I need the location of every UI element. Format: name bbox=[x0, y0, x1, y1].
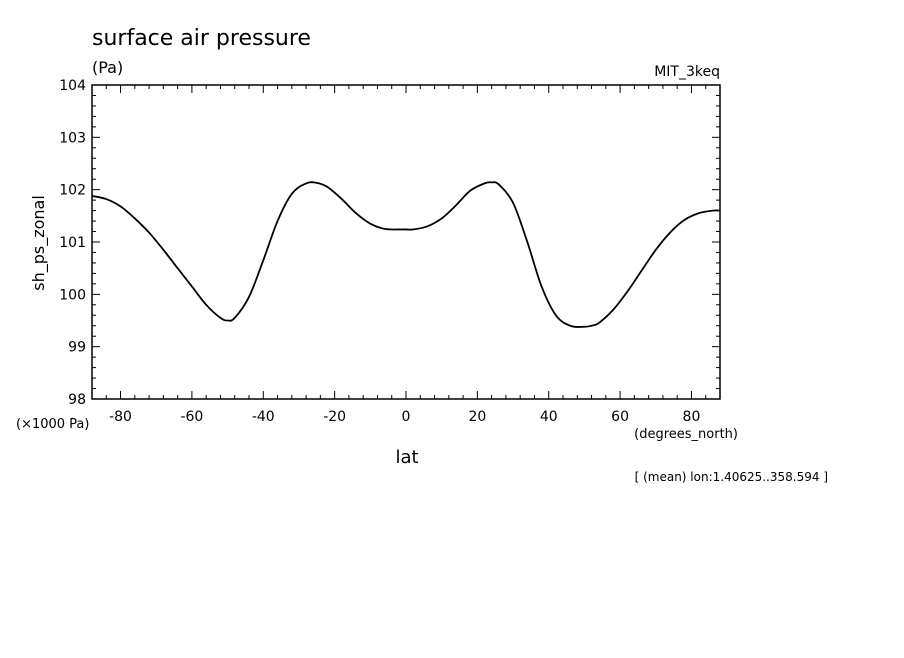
units-label: (Pa) bbox=[92, 58, 123, 77]
tick-marks bbox=[91, 84, 721, 400]
x-tick-label: 60 bbox=[611, 409, 629, 425]
x-tick-label: -40 bbox=[252, 409, 275, 425]
y-tick-labels: 98 99 100 101 102 103 104 bbox=[59, 78, 86, 408]
x-tick-label: 20 bbox=[468, 409, 486, 425]
x-tick-labels: -80 -60 -40 -20 0 20 40 60 80 bbox=[109, 409, 700, 425]
y-tick-label: 102 bbox=[59, 183, 86, 199]
x-tick-label: 40 bbox=[540, 409, 558, 425]
y-multiplier-label: (×1000 Pa) bbox=[16, 417, 89, 432]
y-tick-label: 99 bbox=[68, 340, 86, 356]
chart-title: surface air pressure bbox=[92, 26, 311, 51]
y-tick-label: 104 bbox=[59, 78, 86, 94]
x-tick-label: -20 bbox=[323, 409, 346, 425]
y-tick-label: 101 bbox=[59, 235, 86, 251]
footnote: [ (mean) lon:1.40625..358.594 ] bbox=[635, 470, 828, 484]
x-tick-label: -60 bbox=[180, 409, 203, 425]
y-tick-label: 103 bbox=[59, 130, 86, 146]
x-axis-label: lat bbox=[395, 447, 418, 468]
plot-area: 98 99 100 101 102 103 104 -80 -60 -40 -20 0 20 40 60 8… bbox=[59, 78, 721, 425]
y-tick-label: 98 bbox=[68, 392, 86, 408]
x-tick-label: -80 bbox=[109, 409, 132, 425]
series-line-sh-ps-zonal bbox=[91, 181, 721, 328]
x-tick-label: 0 bbox=[402, 409, 411, 425]
plot-frame bbox=[91, 84, 721, 400]
y-tick-label: 100 bbox=[59, 287, 86, 303]
x-units-label: (degrees_north) bbox=[634, 427, 738, 442]
source-label: MIT_3keq bbox=[654, 64, 720, 80]
y-axis-label: sh_ps_zonal bbox=[29, 195, 49, 291]
x-tick-label: 80 bbox=[683, 409, 701, 425]
